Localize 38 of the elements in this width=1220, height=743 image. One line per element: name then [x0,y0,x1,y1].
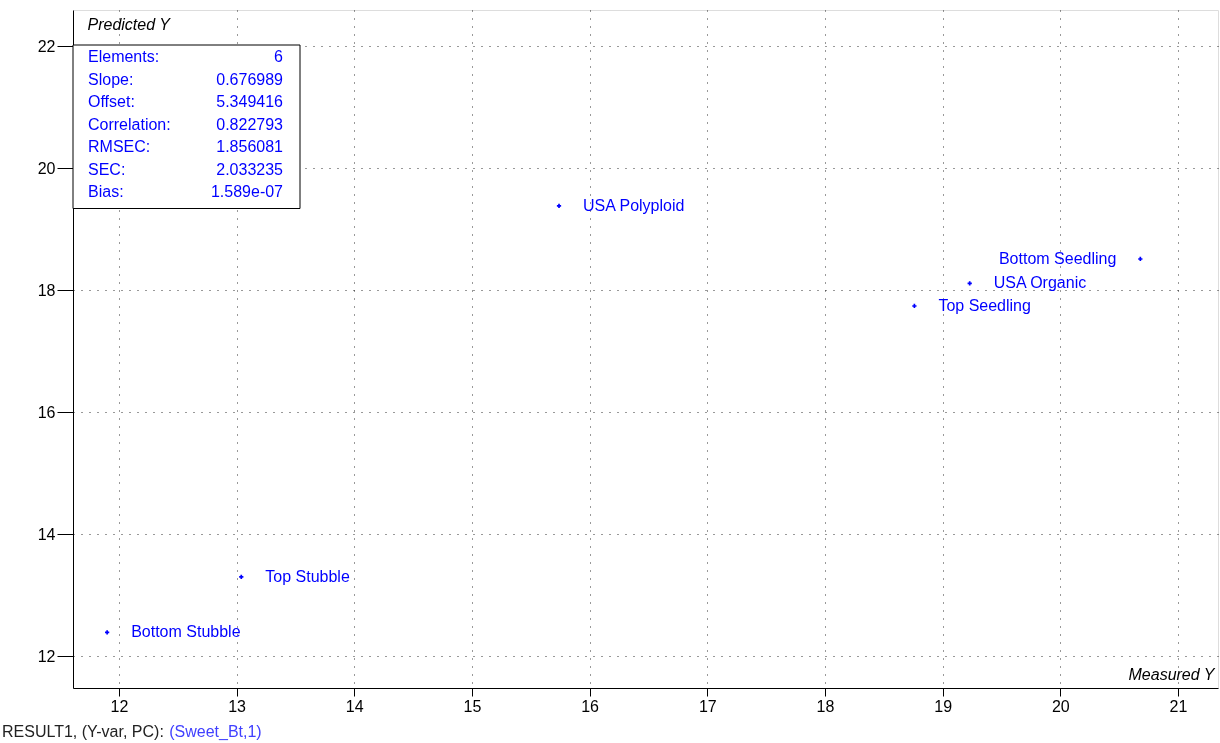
annotation: USA Organic [993,274,1087,292]
text: Correlation: 0.822793 [88,115,283,133]
annotation: USA Polyploid [583,196,685,214]
x-tick-label: 17 [698,697,717,715]
text: RESULT1, (Y-var, PC): (Sweet_Bt,1) [2,723,262,741]
y-tick-label: 12 [37,647,56,665]
x-tick-label: 12 [110,697,129,715]
text: SEC: 2.033235 [88,160,283,178]
y-tick-label: 18 [37,281,56,299]
annotation: Top Seedling [938,296,1031,314]
y-tick-label: 14 [37,525,56,543]
x-axis-title: Measured Y [1128,665,1216,683]
x-tick-label: 21 [1169,697,1188,715]
x-tick-label: 18 [816,697,835,715]
x-tick-label: 19 [934,697,953,715]
x-tick-label: 15 [463,697,482,715]
point [967,281,972,286]
text: Slope: 0.676989 [88,70,283,88]
point [912,303,917,309]
y-tick-label: 20 [37,159,56,177]
x-tick-label: 16 [581,697,600,715]
annotation: Bottom Stubble [131,623,241,641]
x-tick-label: 14 [345,697,364,715]
annotation: Top Stubble [265,567,350,585]
y-axis-title: Predicted Y [87,15,172,33]
text: RMSEC: 1.856081 [88,138,283,155]
point [556,203,562,209]
point [239,574,244,580]
point [1138,256,1143,262]
x-tick-label: 20 [1051,697,1070,715]
point [105,630,110,635]
x-tick-label: 13 [228,697,247,715]
text: Bias: 1.589e-07 [88,183,283,200]
annotation: Bottom Seedling [998,249,1117,267]
y-tick-label: 22 [37,37,56,55]
y-tick-label: 16 [37,403,56,421]
text: Offset: 5.349416 [88,93,283,110]
text: Elements: 6 [88,48,283,65]
